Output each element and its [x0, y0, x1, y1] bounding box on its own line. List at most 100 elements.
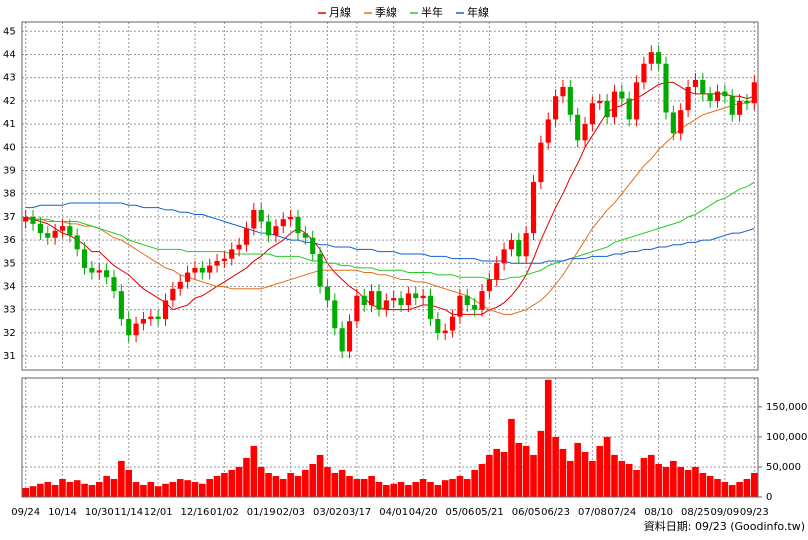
candle-body	[501, 249, 507, 264]
plot-layer: 31 32 33 34 35 36 37 38 39 40 41 42 43 44 45 0 50,000 100…	[3, 22, 807, 518]
volume-bar	[390, 483, 397, 497]
y-tick-label: 31	[3, 351, 16, 362]
candle-body	[714, 91, 721, 101]
x-tick-label: 10/14	[48, 507, 77, 518]
volume-bar	[714, 478, 721, 497]
y-tick-label: 34	[3, 281, 16, 292]
y-tick-label: 32	[3, 328, 16, 339]
volume-bar	[618, 460, 626, 497]
candle-body	[722, 91, 728, 97]
candle-body	[692, 80, 699, 87]
candle-body	[663, 63, 669, 113]
volume-bar	[338, 469, 346, 497]
x-tick-label: 12/01	[144, 507, 173, 518]
candle-body	[133, 323, 139, 336]
volume-bar	[199, 483, 206, 497]
volume-bar	[368, 475, 375, 497]
candle-body	[258, 209, 264, 222]
candle-body	[479, 291, 485, 310]
volume-bar	[162, 483, 169, 497]
candle-body	[589, 103, 595, 125]
volume-bar	[110, 478, 118, 497]
volume-bar	[692, 466, 699, 497]
volume-bar	[522, 445, 530, 497]
candle-body	[420, 295, 426, 299]
x-tick-label: 08/10	[644, 507, 673, 518]
candle-body	[251, 209, 257, 229]
candle-body	[391, 298, 397, 301]
candle-body	[751, 82, 757, 104]
volume-bar	[73, 480, 81, 497]
y-tick-label: 38	[3, 189, 16, 200]
candle-body	[59, 226, 66, 231]
candle-body	[140, 318, 147, 324]
volume-bar	[552, 436, 559, 497]
candle-body	[23, 216, 29, 222]
volume-bar	[346, 475, 353, 497]
candle-body	[744, 100, 750, 104]
candle-body	[538, 142, 544, 183]
volume-bar	[721, 481, 729, 497]
candle-body	[37, 223, 43, 234]
candle-body	[288, 216, 294, 220]
volume-bar	[184, 480, 191, 497]
volume-bar	[279, 478, 287, 497]
candle-body	[685, 86, 691, 111]
candle-body	[177, 281, 183, 289]
candle-body	[383, 300, 389, 310]
volume-bar	[206, 478, 213, 497]
volume-bar	[383, 484, 390, 497]
y-tick-label: 42	[3, 96, 16, 107]
x-tick-label: 06/05	[512, 507, 541, 518]
volume-bar	[515, 442, 523, 497]
x-tick-label: 05/06	[446, 507, 475, 518]
x-tick-label: 04/20	[409, 507, 438, 518]
volume-bar	[412, 481, 420, 497]
candle-body	[67, 226, 73, 236]
x-tick-label: 03/17	[342, 507, 371, 518]
volume-bar	[213, 475, 221, 497]
y-tick-label: 33	[3, 305, 16, 316]
candle-body	[118, 291, 124, 319]
y-tick-label: 36	[3, 235, 16, 246]
volume-bar	[647, 454, 655, 497]
legend-label: 半年	[421, 5, 443, 19]
volume-bar	[95, 481, 103, 497]
volume-bar	[743, 478, 751, 497]
volume-bar	[294, 475, 302, 497]
x-tick-label: 01/02	[210, 507, 239, 518]
volume-bar	[427, 481, 434, 497]
volume-bar	[471, 469, 478, 497]
candle-body	[148, 316, 154, 319]
y2-tick-label: 100,000	[766, 432, 807, 443]
candle-body	[126, 318, 132, 336]
volume-bar	[353, 478, 361, 497]
volume-bar	[589, 460, 596, 497]
volume-bar	[44, 481, 52, 497]
x-tick-label: 11/14	[114, 507, 143, 518]
candle-body	[729, 96, 735, 115]
candle-body	[192, 267, 198, 273]
volume-bar	[132, 481, 140, 497]
candle-body	[74, 235, 80, 250]
volume-bar	[677, 466, 685, 497]
x-tick-label: 07/24	[607, 507, 636, 518]
volume-bar	[66, 481, 74, 497]
x-tick-label: 07/08	[578, 507, 607, 518]
candle-body	[633, 82, 640, 120]
ma-line	[25, 202, 755, 264]
y-tick-label: 39	[3, 165, 16, 176]
volume-bar	[22, 487, 29, 497]
candle-body	[317, 254, 323, 287]
volume-bar	[235, 466, 243, 497]
candle-body	[442, 330, 448, 333]
candle-body	[162, 300, 169, 319]
volume-bar	[287, 472, 294, 497]
x-tick-label: 03/02	[313, 507, 342, 518]
candle-body	[273, 226, 279, 236]
volume-bar	[257, 466, 265, 497]
candle-body	[457, 295, 463, 317]
candle-body	[486, 279, 492, 292]
